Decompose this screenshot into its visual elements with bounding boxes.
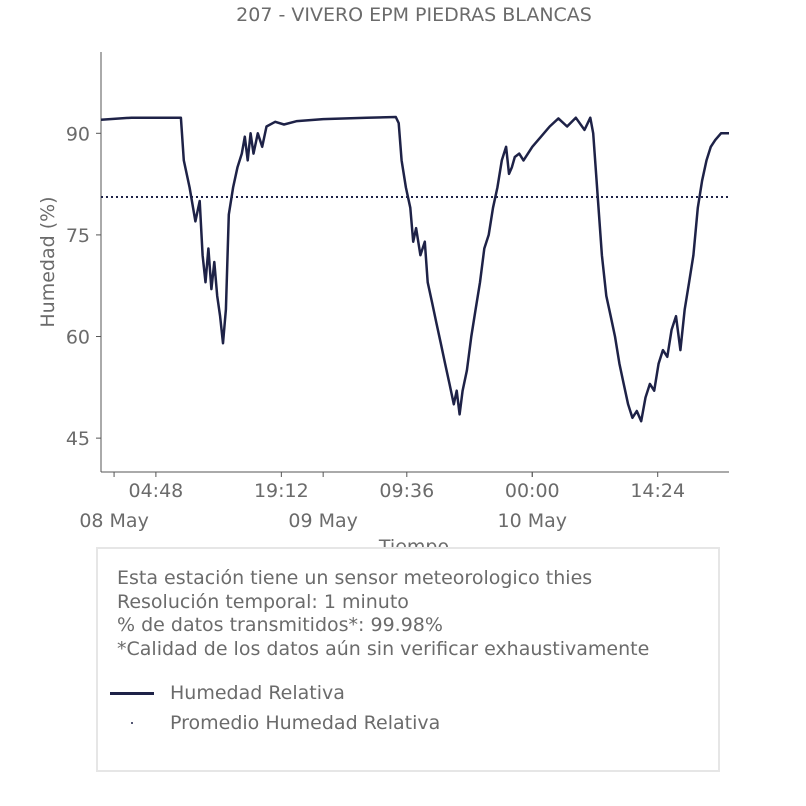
station-info-box: Esta estación tiene un sensor meteorolog…: [96, 547, 720, 772]
info-line-quality: *Calidad de los datos aún sin verificar …: [117, 637, 650, 660]
humidity-series-line: [100, 115, 729, 423]
info-lines: Esta estación tiene un sensor meteorolog…: [117, 567, 649, 661]
y-axis-ticks: 45 60 75 90: [66, 123, 101, 450]
y-tick-label: 60: [66, 327, 90, 349]
y-tick-label: 75: [66, 225, 90, 247]
legend-dot-icon: [110, 711, 154, 735]
legend-label-humidity: Humedad Relativa: [170, 682, 345, 704]
x-date-label: 09 May: [288, 510, 358, 532]
legend-item-mean: Promedio Humedad Relativa: [110, 711, 440, 735]
info-line-sensor: Esta estación tiene un sensor meteorolog…: [117, 567, 593, 589]
info-line-transmitted: % de datos transmitidos*: 99.98%: [117, 614, 443, 636]
legend-item-humidity: Humedad Relativa: [110, 681, 345, 705]
x-tick-label: 14:24: [630, 480, 685, 502]
y-tick-label: 90: [66, 123, 90, 145]
x-tick-label: 19:12: [254, 480, 309, 502]
y-axis-label: Humedad (%): [37, 196, 59, 327]
x-axis-ticks: 04:48 19:12 09:36 00:00 14:24 08 May 09 May 10 …: [79, 472, 685, 532]
legend-solid-line-icon: [110, 681, 154, 705]
info-line-resolution: Resolución temporal: 1 minuto: [117, 590, 409, 613]
x-date-label: 10 May: [498, 510, 568, 532]
y-tick-label: 45: [66, 428, 90, 450]
x-tick-label: 04:48: [129, 480, 184, 502]
x-tick-label: 09:36: [379, 480, 434, 502]
legend-label-mean: Promedio Humedad Relativa: [170, 712, 441, 734]
x-tick-label: 00:00: [505, 480, 560, 502]
chart-title: 207 - VIVERO EPM PIEDRAS BLANCAS: [236, 4, 592, 26]
x-date-label: 08 May: [79, 510, 149, 532]
